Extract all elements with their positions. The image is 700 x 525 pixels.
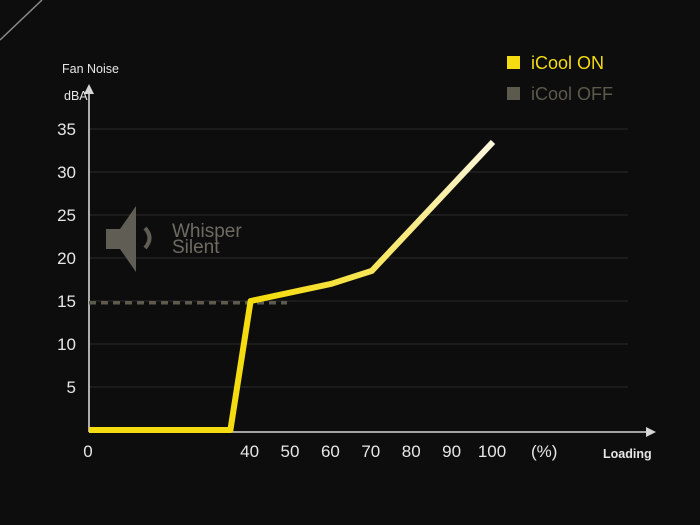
y-tick-label: 30 bbox=[57, 163, 76, 182]
y-tick-labels: 5 10 15 20 25 30 35 bbox=[57, 120, 76, 397]
x-tick-label: 50 bbox=[281, 442, 300, 461]
y-tick-label: 5 bbox=[67, 378, 76, 397]
x-tick-label: 60 bbox=[321, 442, 340, 461]
y-tick-label: 10 bbox=[57, 335, 76, 354]
badge-line-2: Silent bbox=[172, 237, 220, 258]
whisper-silent-badge: Whisper Silent bbox=[106, 206, 242, 272]
x-tick-label: 80 bbox=[402, 442, 421, 461]
badge-line-1: Whisper bbox=[172, 221, 242, 242]
series-layer bbox=[89, 139, 496, 433]
legend-swatch-on bbox=[507, 56, 520, 69]
legend-swatch-off bbox=[507, 87, 520, 100]
y-tick-label: 35 bbox=[57, 120, 76, 139]
x-tick-label: 0 bbox=[83, 442, 92, 461]
x-tick-labels: 0 40 50 60 70 80 90 100 bbox=[83, 442, 506, 461]
x-axis-title: Loading bbox=[603, 447, 652, 461]
speaker-icon bbox=[106, 206, 136, 272]
x-tick-label: 100 bbox=[478, 442, 506, 461]
x-axis-unit: (%) bbox=[531, 442, 557, 461]
grid-lines bbox=[89, 128, 628, 388]
x-axis-arrow bbox=[646, 427, 656, 437]
legend: iCool ON iCool OFF bbox=[507, 53, 613, 104]
y-axis-arrow bbox=[84, 84, 94, 94]
x-tick-label: 90 bbox=[442, 442, 461, 461]
x-tick-label: 40 bbox=[240, 442, 259, 461]
y-tick-label: 15 bbox=[57, 292, 76, 311]
series-line-icool-on bbox=[89, 139, 496, 433]
y-tick-label: 20 bbox=[57, 249, 76, 268]
corner-bevel bbox=[0, 0, 43, 41]
sound-wave-icon bbox=[143, 226, 152, 250]
x-tick-label: 70 bbox=[361, 442, 380, 461]
y-axis-unit: dBA bbox=[64, 89, 88, 103]
legend-label-on: iCool ON bbox=[531, 53, 604, 73]
y-tick-label: 25 bbox=[57, 206, 76, 225]
y-axis-title: Fan Noise bbox=[62, 62, 119, 76]
legend-label-off: iCool OFF bbox=[531, 84, 613, 104]
